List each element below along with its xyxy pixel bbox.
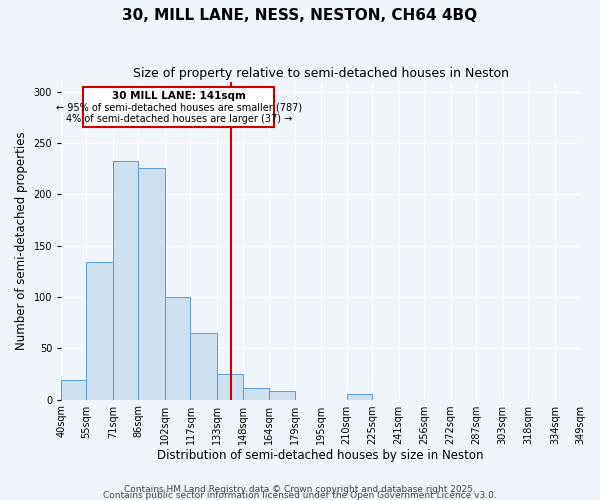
Text: 30 MILL LANE: 141sqm: 30 MILL LANE: 141sqm: [112, 91, 245, 101]
Bar: [190, 333, 217, 400]
Bar: [347, 394, 372, 400]
Bar: [86, 262, 113, 400]
Bar: [61, 380, 86, 400]
Bar: [166, 297, 190, 400]
Text: Contains public sector information licensed under the Open Government Licence v3: Contains public sector information licen…: [103, 492, 497, 500]
Bar: [113, 160, 139, 400]
Bar: [217, 374, 242, 400]
Text: Contains HM Land Registry data © Crown copyright and database right 2025.: Contains HM Land Registry data © Crown c…: [124, 486, 476, 494]
Bar: [269, 392, 295, 400]
Text: 4% of semi-detached houses are larger (37) →: 4% of semi-detached houses are larger (3…: [65, 114, 292, 124]
Title: Size of property relative to semi-detached houses in Neston: Size of property relative to semi-detach…: [133, 68, 509, 80]
Bar: [139, 168, 166, 400]
FancyBboxPatch shape: [83, 87, 274, 127]
Y-axis label: Number of semi-detached properties: Number of semi-detached properties: [15, 132, 28, 350]
Text: ← 95% of semi-detached houses are smaller (787): ← 95% of semi-detached houses are smalle…: [56, 102, 302, 113]
X-axis label: Distribution of semi-detached houses by size in Neston: Distribution of semi-detached houses by …: [157, 450, 484, 462]
Bar: [242, 388, 269, 400]
Text: 30, MILL LANE, NESS, NESTON, CH64 4BQ: 30, MILL LANE, NESS, NESTON, CH64 4BQ: [122, 8, 478, 22]
